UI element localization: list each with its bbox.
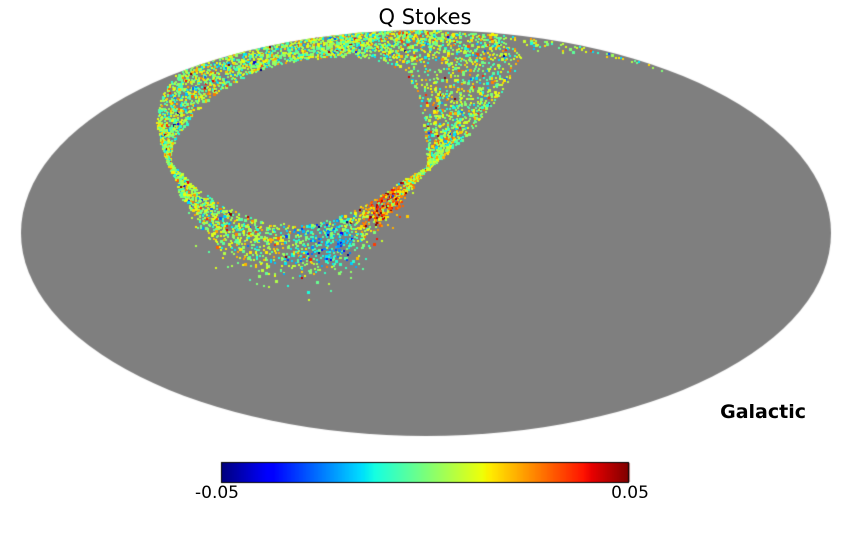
colorbar-max-label: 0.05 [611, 483, 649, 503]
colorbar-min-label: -0.05 [195, 483, 239, 503]
plot-title: Q Stokes [378, 5, 472, 29]
coordinate-system-label: Galactic [720, 401, 806, 423]
colorbar [221, 462, 629, 483]
